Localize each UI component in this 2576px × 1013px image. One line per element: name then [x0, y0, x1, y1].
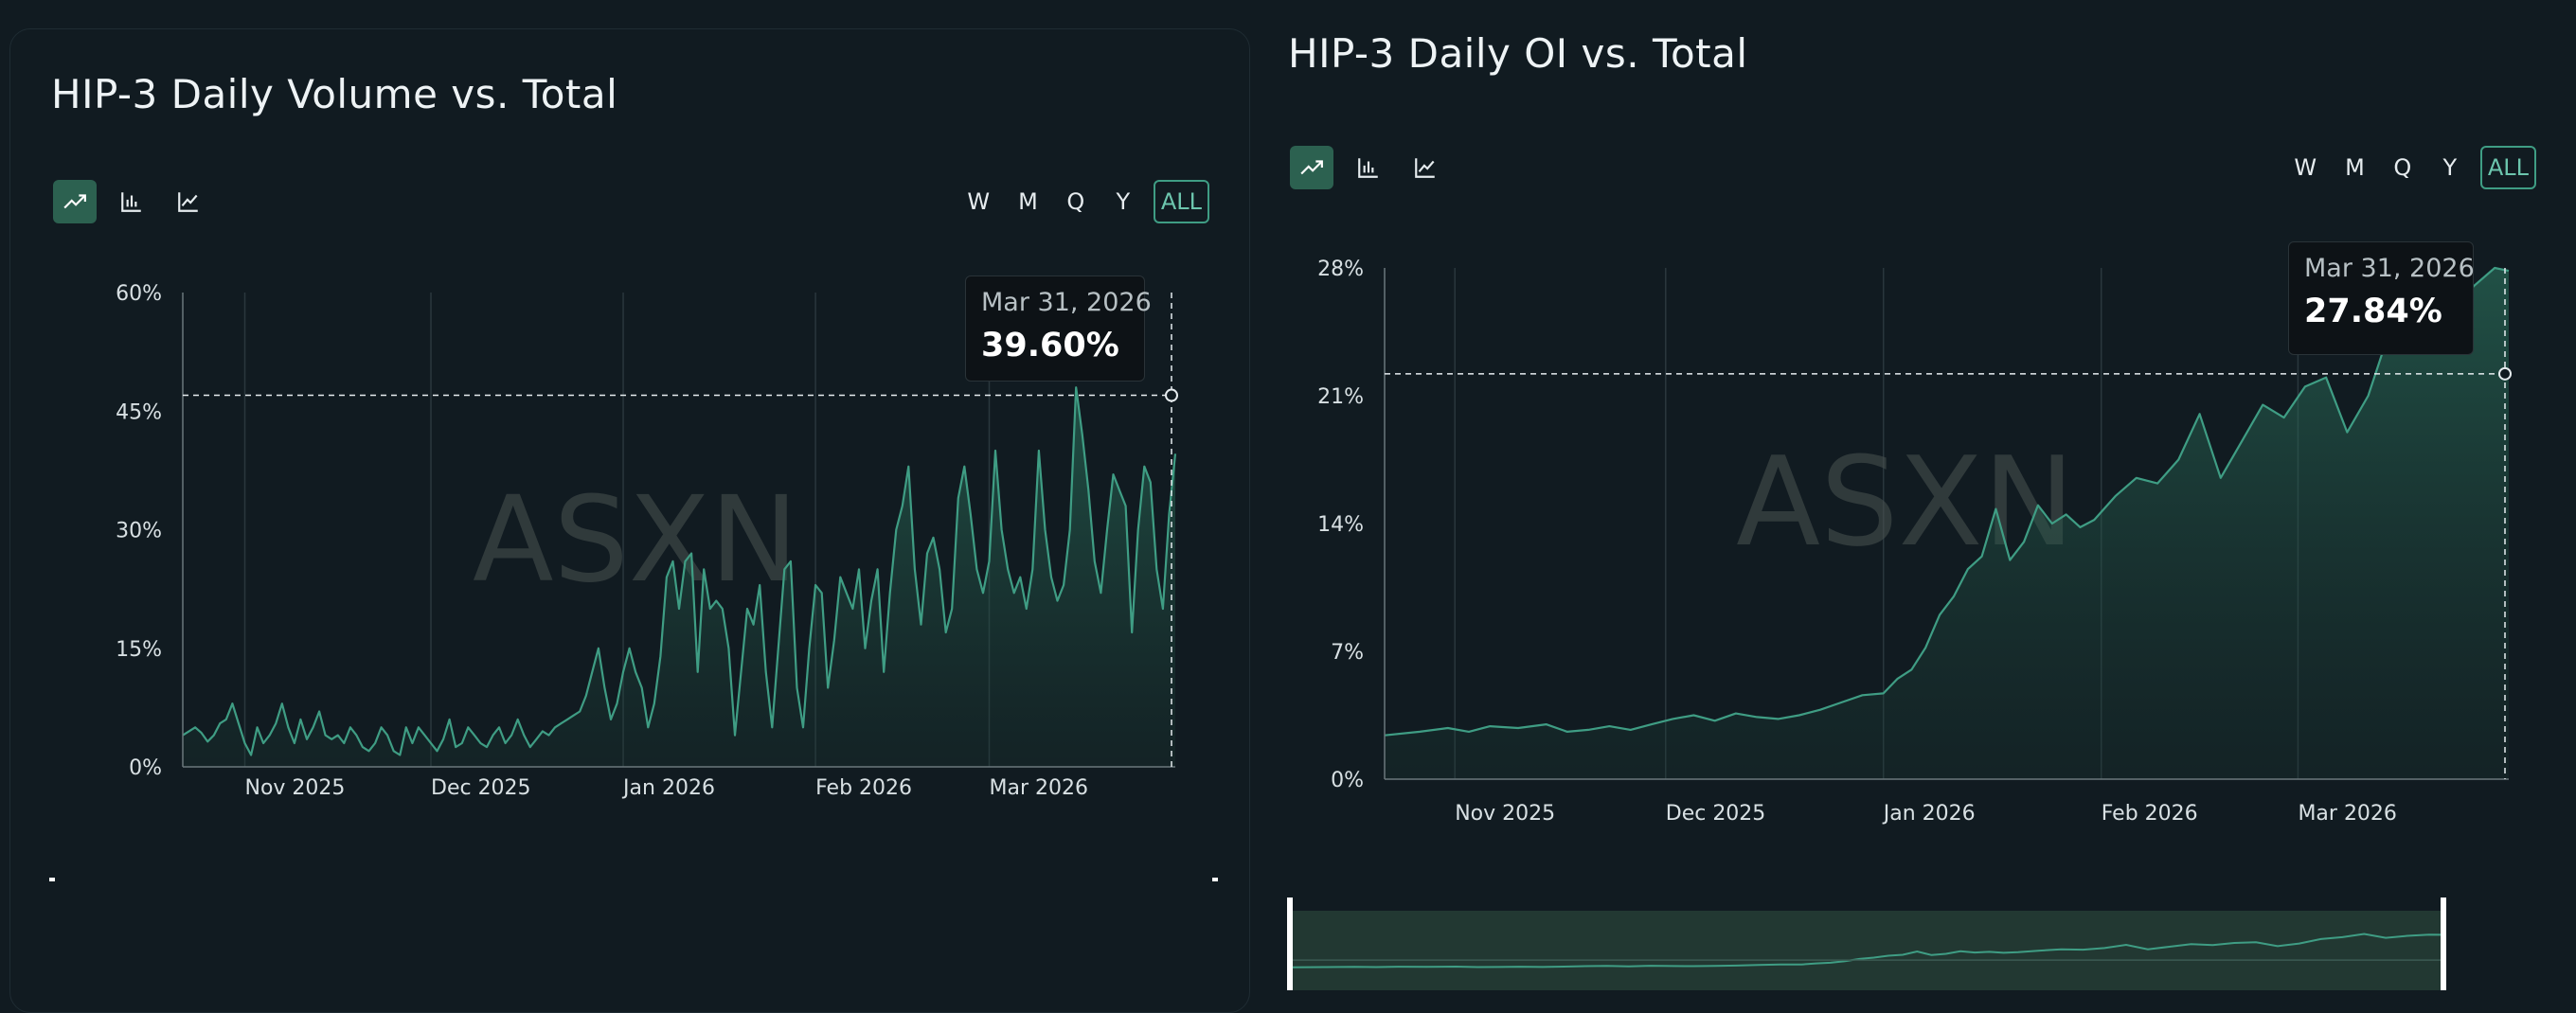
range-all-button[interactable]: ALL: [2479, 146, 2536, 189]
y-tick-label: 21%: [1317, 385, 1364, 409]
y-tick-label: 7%: [1331, 641, 1364, 665]
range-selector: W M Q Y ALL: [959, 180, 1209, 223]
y-tick-label: 60%: [116, 282, 162, 306]
chart-type-switcher: [1290, 146, 1447, 189]
x-tick-label: Dec 2025: [1666, 802, 1766, 826]
crosshair-marker: [1165, 388, 1178, 402]
crosshair-marker: [2498, 366, 2512, 381]
y-tick-label: 30%: [116, 520, 162, 543]
brush-handle-right[interactable]: [1212, 878, 1218, 881]
x-tick-label: Nov 2025: [245, 776, 346, 800]
watermark: ASXN: [473, 471, 798, 609]
range-m-button[interactable]: M: [2345, 154, 2365, 181]
brush-handle-left[interactable]: [1287, 897, 1293, 990]
x-tick-label: Mar 2026: [2298, 802, 2397, 826]
bar-chart-button[interactable]: [1347, 146, 1390, 189]
series-area: [1385, 258, 2509, 779]
chart-type-switcher: [53, 180, 210, 223]
range-y-button[interactable]: Y: [2442, 154, 2458, 181]
series-line: [182, 386, 1177, 756]
brush-series-line: [1289, 933, 2444, 969]
y-tick-label: 28%: [1317, 258, 1364, 281]
x-tick-label: Jan 2026: [621, 776, 715, 800]
volume-chart[interactable]: ASXN 0% 15% 30% 45% 60% Nov 2025 Dec 2025 Jan 20…: [10, 29, 1232, 881]
line-chart-icon: [1415, 158, 1435, 178]
range-w-button[interactable]: W: [967, 188, 991, 215]
x-tick-label: Feb 2026: [815, 776, 912, 800]
hover-tooltip: Mar 31, 2026 39.60%: [965, 275, 1152, 382]
range-m-button[interactable]: M: [1018, 188, 1038, 215]
brush-track: [1290, 911, 2443, 990]
chart-title: HIP-3 Daily OI vs. Total: [1288, 30, 1748, 77]
range-all-button[interactable]: ALL: [1153, 180, 1209, 223]
x-tick-label: Feb 2026: [2102, 802, 2198, 826]
trending-line-icon: [1300, 160, 1323, 175]
line-chart-icon: [178, 192, 198, 212]
line-chart-button[interactable]: [167, 180, 210, 223]
series-line: [1384, 258, 2510, 737]
range-y-button[interactable]: Y: [1116, 188, 1131, 215]
brush-handle-right[interactable]: [2441, 897, 2446, 990]
tooltip-value: 39.60%: [981, 327, 1119, 364]
brush-handle-left[interactable]: [49, 878, 55, 881]
line-chart-button[interactable]: [1404, 146, 1447, 189]
chart-title: HIP-3 Daily Volume vs. Total: [51, 71, 618, 117]
y-tick-label: 45%: [116, 400, 162, 424]
x-tick-label: Mar 2026: [990, 776, 1089, 800]
y-tick-label: 0%: [1331, 769, 1364, 792]
x-tick-label: Nov 2025: [1455, 802, 1555, 826]
tooltip-value: 27.84%: [2304, 293, 2442, 330]
bar-chart-icon: [1358, 158, 1378, 178]
area-chart-button[interactable]: [1290, 146, 1333, 189]
y-tick-label: 14%: [1317, 513, 1364, 537]
tooltip-date: Mar 31, 2026: [2304, 254, 2475, 283]
bar-chart-button[interactable]: [110, 180, 153, 223]
series-area: [183, 387, 1175, 767]
y-tick-label: 0%: [129, 756, 162, 780]
x-tick-label: Dec 2025: [431, 776, 531, 800]
trending-line-icon: [63, 194, 86, 209]
x-tick-label: Jan 2026: [1882, 802, 1976, 826]
range-w-button[interactable]: W: [2294, 154, 2317, 181]
hover-tooltip: Mar 31, 2026 27.84%: [2288, 241, 2475, 355]
bar-chart-icon: [121, 192, 141, 212]
range-q-button[interactable]: Q: [2393, 154, 2412, 181]
area-chart-button[interactable]: [53, 180, 97, 223]
tooltip-date: Mar 31, 2026: [981, 288, 1152, 317]
range-selector: W M Q Y ALL: [2286, 146, 2536, 189]
volume-chart-panel: HIP-3 Daily Volume vs. Total W M Q Y ALL…: [9, 28, 1250, 1013]
oi-chart-panel: HIP-3 Daily OI vs. Total W M Q Y ALL ASX…: [1261, 0, 2576, 990]
y-tick-label: 15%: [116, 638, 162, 662]
range-q-button[interactable]: Q: [1066, 188, 1085, 215]
